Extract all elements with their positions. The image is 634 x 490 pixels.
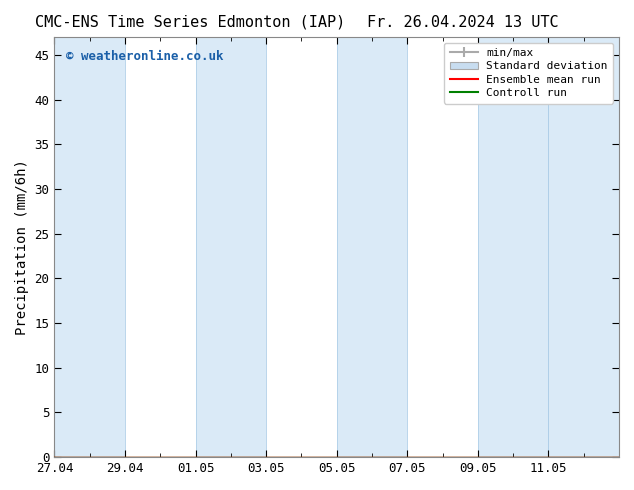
- Legend: min/max, Standard deviation, Ensemble mean run, Controll run: min/max, Standard deviation, Ensemble me…: [444, 43, 614, 104]
- Text: © weatheronline.co.uk: © weatheronline.co.uk: [66, 49, 223, 63]
- Bar: [478, 37, 548, 457]
- Bar: [337, 37, 407, 457]
- Text: CMC-ENS Time Series Edmonton (IAP): CMC-ENS Time Series Edmonton (IAP): [35, 15, 346, 30]
- Y-axis label: Precipitation (mm/6h): Precipitation (mm/6h): [15, 159, 29, 335]
- Bar: [55, 37, 125, 457]
- Bar: [548, 37, 619, 457]
- Text: Fr. 26.04.2024 13 UTC: Fr. 26.04.2024 13 UTC: [367, 15, 559, 30]
- Bar: [195, 37, 266, 457]
